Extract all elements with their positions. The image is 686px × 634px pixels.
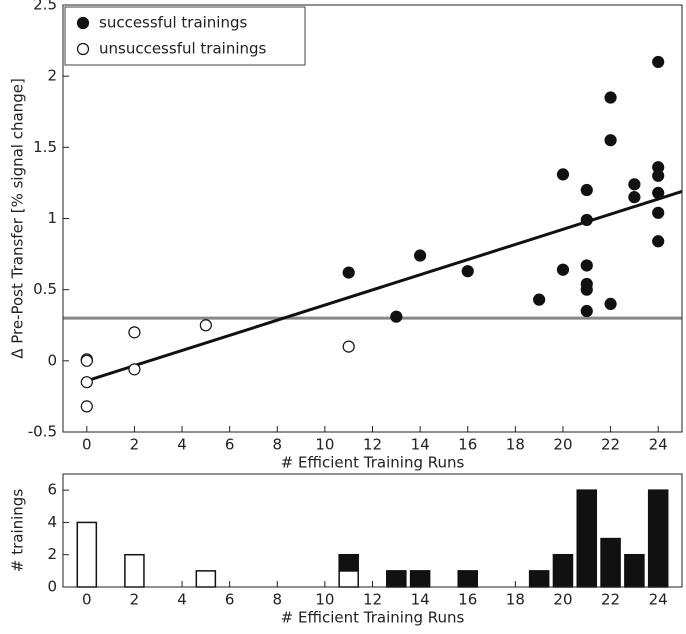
x-tick-label: 14 [411, 591, 430, 609]
point [414, 249, 427, 262]
bar [552, 553, 574, 588]
point [652, 186, 665, 199]
point [580, 213, 593, 227]
bar [409, 570, 431, 588]
point [80, 400, 93, 413]
point [628, 178, 641, 191]
point [128, 363, 141, 376]
y-tick-label: 2 [47, 67, 57, 85]
point [80, 376, 93, 389]
legend-label: successful trainings [99, 14, 248, 32]
x-tick-label: 22 [601, 591, 620, 609]
point [556, 263, 570, 276]
y-tick-label: 6 [47, 481, 57, 499]
x-tick-label: 8 [272, 436, 282, 454]
y-tick-label: 0.5 [33, 280, 57, 298]
y-tick-label: 2.5 [33, 0, 57, 14]
bar [195, 570, 217, 588]
y-tick-label: 1 [47, 209, 57, 227]
y-tick-label: 0 [47, 351, 57, 369]
y-tick-label: -0.5 [28, 423, 57, 441]
x-axis-label: # Efficient Training Runs [281, 609, 465, 627]
point [342, 340, 355, 353]
point [390, 310, 403, 323]
x-tick-label: 12 [363, 436, 382, 454]
x-tick-label: 10 [315, 591, 334, 609]
bar [457, 570, 479, 588]
x-tick-label: 18 [506, 591, 525, 609]
bar [76, 521, 98, 588]
x-tick-label: 14 [411, 436, 430, 454]
x-tick-label: 24 [649, 591, 668, 609]
point [128, 326, 141, 339]
x-tick-label: 8 [272, 591, 282, 609]
x-tick-label: 20 [553, 436, 572, 454]
point [652, 55, 665, 69]
y-tick-label: 1.5 [33, 138, 57, 156]
bar [600, 537, 621, 588]
bar [338, 570, 359, 588]
point [533, 293, 546, 306]
x-tick-label: 2 [130, 591, 140, 609]
x-tick-label: 18 [506, 436, 525, 454]
bar [576, 489, 598, 588]
x-tick-label: 4 [177, 436, 187, 454]
point [461, 265, 474, 278]
point [342, 266, 355, 279]
legend-label: unsuccessful trainings [99, 40, 267, 58]
point [580, 304, 593, 318]
legend-box [64, 6, 306, 66]
point [580, 283, 593, 296]
point [652, 206, 665, 219]
point [652, 169, 665, 182]
legend-marker [76, 16, 90, 30]
x-tick-label: 16 [458, 591, 477, 609]
x-tick-label: 0 [82, 436, 92, 454]
point [652, 235, 665, 248]
bar [338, 553, 359, 572]
point [580, 259, 593, 272]
plot-frame [62, 4, 683, 433]
x-tick-label: 24 [649, 436, 668, 454]
bar [624, 553, 645, 588]
bar [386, 570, 407, 588]
x-tick-label: 6 [225, 436, 235, 454]
x-tick-label: 16 [458, 436, 477, 454]
point [580, 183, 593, 197]
x-tick-label: 4 [177, 591, 187, 609]
legend-marker [76, 42, 90, 56]
point [80, 354, 93, 367]
y-axis-label: Δ Pre-Post Transfer [% signal change] [9, 78, 27, 359]
x-tick-label: 10 [315, 436, 334, 454]
x-tick-label: 2 [130, 436, 140, 454]
y-tick-label: 2 [47, 545, 57, 563]
bar [647, 489, 669, 588]
point [199, 319, 212, 332]
point [628, 191, 641, 204]
x-tick-label: 20 [553, 591, 572, 609]
point [604, 134, 617, 147]
y-tick-label: 4 [47, 513, 57, 531]
y-tick-label: 0 [47, 578, 57, 596]
point [604, 91, 617, 104]
x-tick-label: 22 [601, 436, 620, 454]
x-tick-label: 0 [82, 591, 92, 609]
x-axis-label: # Efficient Training Runs [281, 454, 465, 472]
x-tick-label: 6 [225, 591, 235, 609]
point [604, 297, 617, 310]
plot-frame [62, 473, 683, 588]
bar [528, 570, 550, 588]
bar [124, 553, 145, 588]
y-axis-label: # trainings [9, 489, 27, 572]
x-tick-label: 12 [363, 591, 382, 609]
point [556, 168, 570, 181]
